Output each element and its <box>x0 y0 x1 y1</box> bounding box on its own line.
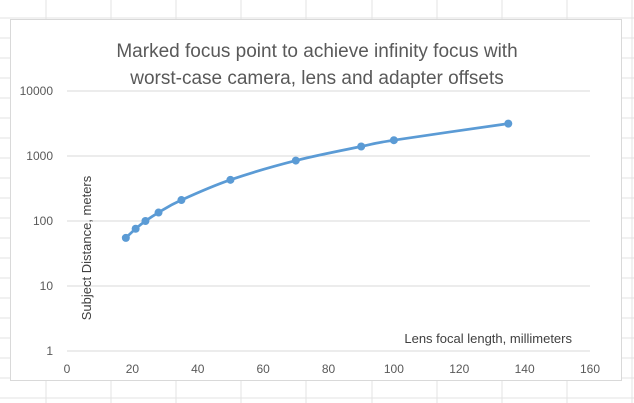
y-tick-label: 10 <box>40 279 54 293</box>
chart-title: Marked focus point to achieve infinity f… <box>11 38 623 92</box>
y-tick-label: 100 <box>33 214 53 228</box>
x-tick-label: 120 <box>449 362 469 376</box>
data-point[interactable] <box>291 156 300 165</box>
data-point[interactable] <box>121 233 130 242</box>
data-point[interactable] <box>226 175 235 184</box>
chart-title-line-1: Marked focus point to achieve infinity f… <box>116 41 518 62</box>
x-tick-label: 60 <box>256 362 270 376</box>
x-axis-title: Lens focal length, millimeters <box>404 331 572 346</box>
x-tick-label: 80 <box>322 362 336 376</box>
data-point[interactable] <box>357 142 366 151</box>
chart-title-line-2: worst-case camera, lens and adapter offs… <box>130 68 504 89</box>
data-point[interactable] <box>177 196 186 205</box>
x-tick-label: 140 <box>515 362 535 376</box>
x-tick-label: 40 <box>191 362 205 376</box>
y-axis-title: Subject Distance, meters <box>79 175 94 320</box>
data-point[interactable] <box>131 224 140 233</box>
data-point[interactable] <box>141 217 150 225</box>
x-tick-label: 160 <box>580 362 600 376</box>
data-point[interactable] <box>389 136 398 145</box>
y-tick-label: 10000 <box>20 84 54 98</box>
y-tick-label: 1 <box>46 344 53 358</box>
x-tick-label: 0 <box>64 362 71 376</box>
chart-area[interactable]: Marked focus point to achieve infinity f… <box>10 19 622 381</box>
data-point[interactable] <box>154 208 163 217</box>
x-tick-label: 100 <box>384 362 404 376</box>
plot: 1 10 100 1000 10000 0 20 40 60 80 100 120 140 160 Lens… <box>20 84 601 376</box>
data-point[interactable] <box>504 119 513 128</box>
x-tick-label: 20 <box>126 362 140 376</box>
series-line <box>124 122 510 240</box>
y-tick-label: 1000 <box>26 149 53 163</box>
